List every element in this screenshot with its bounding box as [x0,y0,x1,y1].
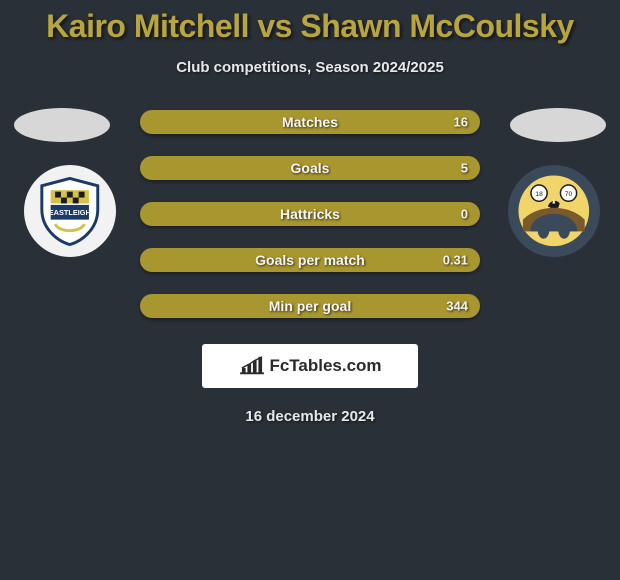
player-right-oval [510,108,606,142]
club-badge-left: EASTLEIGH [24,165,116,257]
shield-icon: EASTLEIGH [33,174,107,248]
date-label: 16 december 2024 [0,408,620,425]
player-left-oval [14,108,110,142]
stat-value: 0 [461,207,468,222]
stat-value: 5 [461,161,468,176]
stat-bar: Goals 5 [140,156,480,180]
svg-text:EASTLEIGH: EASTLEIGH [49,208,91,217]
bridge-icon: 18 70 [517,174,591,248]
stat-label: Matches [282,114,338,130]
stat-value: 16 [454,115,468,130]
stat-bar: Goals per match 0.31 [140,248,480,272]
brand-label: FcTables.com [269,356,381,376]
club-badge-right: 18 70 [508,165,600,257]
bar-chart-icon [238,355,266,377]
stat-label: Goals [291,160,330,176]
stat-bars: Matches 16 Goals 5 Hattricks 0 Goals per… [140,110,480,318]
svg-text:70: 70 [565,191,573,198]
page-title: Kairo Mitchell vs Shawn McCoulsky [0,0,620,45]
brand-box[interactable]: FcTables.com [202,344,418,388]
stat-bar: Hattricks 0 [140,202,480,226]
stats-area: EASTLEIGH 18 70 Matches 16 Goals 5 [0,110,620,318]
svg-text:18: 18 [536,191,544,198]
stat-bar: Min per goal 344 [140,294,480,318]
stat-label: Min per goal [269,298,351,314]
stat-bar: Matches 16 [140,110,480,134]
stat-value: 0.31 [443,253,468,268]
stat-value: 344 [446,299,468,314]
stat-label: Hattricks [280,206,340,222]
subtitle: Club competitions, Season 2024/2025 [0,59,620,76]
stat-label: Goals per match [255,252,365,268]
